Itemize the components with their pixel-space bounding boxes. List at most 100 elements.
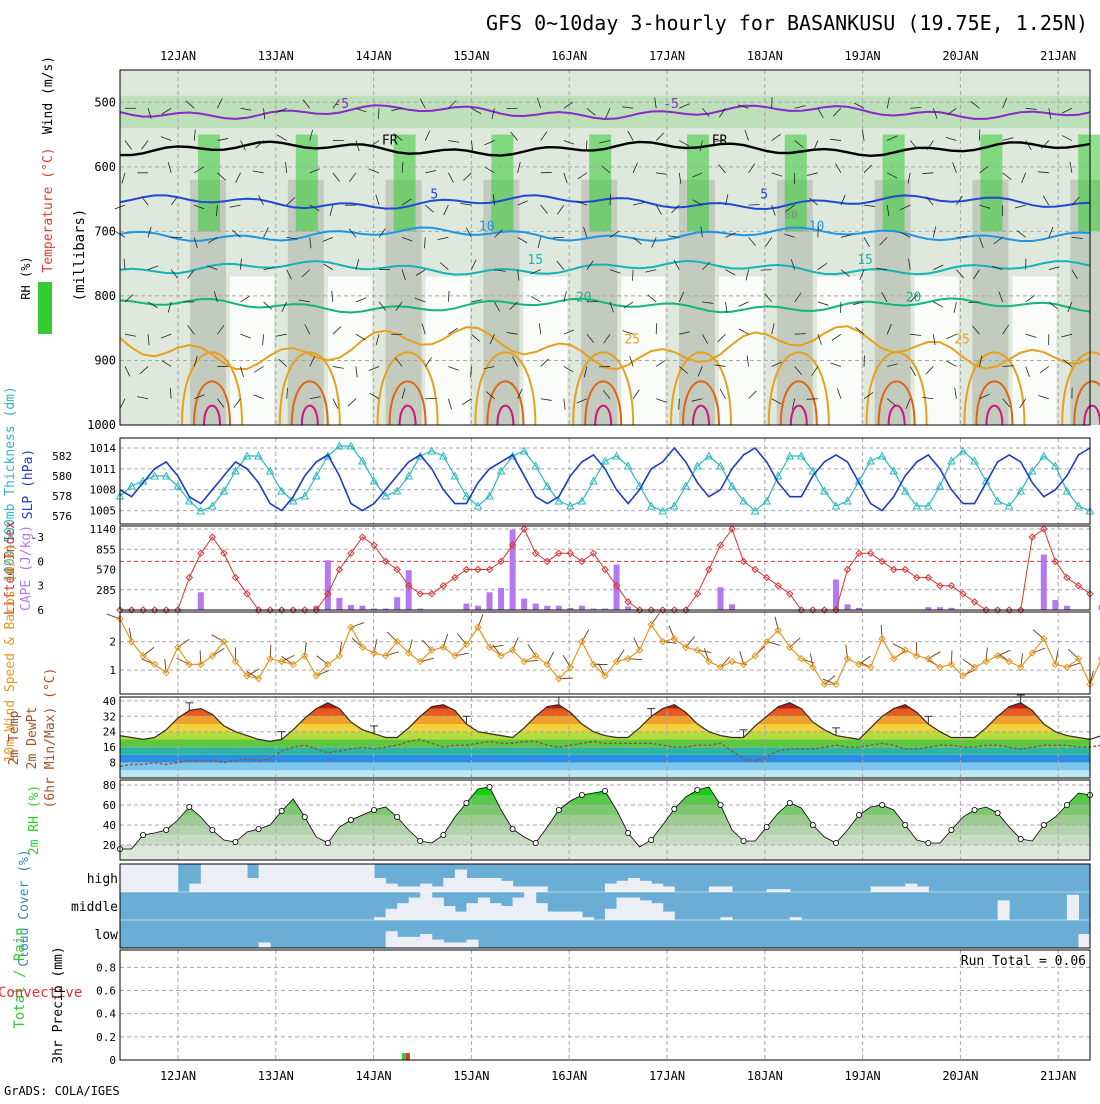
chart-title: GFS 0~10day 3-hourly for BASANKUSU (19.7… <box>486 11 1088 35</box>
thickness-tick: 582 <box>52 450 72 463</box>
low-cloud-block <box>259 942 271 948</box>
panel-frame <box>120 438 1090 524</box>
rh-marker <box>164 827 169 832</box>
rh-marker <box>602 788 607 793</box>
high-cloud-block <box>640 881 652 892</box>
rh-marker <box>764 824 769 829</box>
temp-tick: 40 <box>103 695 116 708</box>
low-cloud-block <box>397 937 409 948</box>
high-cloud-block <box>709 886 721 892</box>
cape-bar <box>498 588 504 610</box>
rh-marker <box>880 802 885 807</box>
high-cloud-block <box>420 884 432 892</box>
high-cloud-block <box>201 864 213 892</box>
low-cloud-block <box>466 940 478 948</box>
precip-total-bar <box>402 1053 406 1060</box>
rh-marker <box>487 784 492 789</box>
high-cloud-block <box>651 884 663 892</box>
high-cloud-block <box>432 886 444 892</box>
high-cloud-block <box>328 864 340 892</box>
pressure-tick: 500 <box>94 95 116 109</box>
middle-cloud-block <box>524 892 536 920</box>
precip-axis-label: 3hr Precip (mm) <box>51 946 66 1063</box>
cape-bar <box>521 599 527 610</box>
precip-tick: 0.2 <box>96 1031 116 1044</box>
middle-cloud-block <box>790 917 802 920</box>
middle-cloud-block <box>617 898 629 920</box>
rh-dry-region <box>230 277 274 425</box>
rh-marker <box>418 838 423 843</box>
rh-tick: 80 <box>103 779 116 792</box>
temperature-contour-label: 25 <box>954 333 970 348</box>
pressure-tick: 1000 <box>87 418 116 432</box>
middle-cloud-block <box>547 912 559 920</box>
middle-cloud-block <box>570 912 582 920</box>
cape-bar <box>579 606 585 610</box>
panel-frame <box>120 526 1090 610</box>
rh-marker <box>625 830 630 835</box>
middle-cloud-block <box>374 917 386 920</box>
wind-tick: 2 <box>109 636 116 649</box>
slp-tick: 1014 <box>90 442 117 455</box>
wind-axis-label: Wind (m/s) <box>41 56 56 134</box>
middle-cloud-block <box>582 917 594 920</box>
rh-band <box>120 805 1090 815</box>
rh2m-axis-label: 2m RH (%) <box>27 785 42 855</box>
rh-marker <box>1064 802 1069 807</box>
rh-tick: 60 <box>103 799 116 812</box>
temp-tick: 24 <box>103 726 117 739</box>
top-date-label: 12JAN <box>160 49 196 63</box>
high-cloud-block <box>235 864 247 892</box>
high-cloud-block <box>720 886 732 892</box>
rh-marker <box>787 800 792 805</box>
high-cloud-block <box>259 864 271 892</box>
temp-band <box>120 763 1090 771</box>
bottom-date-label: 12JAN <box>160 1069 196 1083</box>
high-cloud-block <box>778 889 790 892</box>
top-date-label: 13JAN <box>258 49 294 63</box>
panel-frame <box>120 950 1090 1060</box>
slp-tick: 1008 <box>90 484 117 497</box>
precip-convective-label: Convective <box>0 985 82 1001</box>
cape-bar <box>833 579 839 610</box>
high-cloud-block <box>363 864 375 892</box>
temperature-contour-label: 20 <box>576 291 592 306</box>
high-cloud-block <box>386 884 398 892</box>
cape-tick: 855 <box>96 543 116 556</box>
wind-tick: 1 <box>109 664 116 677</box>
rh-marker <box>995 810 1000 815</box>
rh-moist-region <box>394 135 416 232</box>
temp-line <box>120 703 1100 742</box>
temperature-axis-label: Temperature (°C) <box>41 147 56 272</box>
temperature-contour-label: 10 <box>809 220 825 235</box>
low-cloud-block <box>443 942 455 948</box>
low-cloud-block <box>386 931 398 948</box>
rh-dry-region <box>426 277 470 425</box>
rh-marker <box>395 814 400 819</box>
temp-tick: 16 <box>103 741 116 754</box>
rh-base-band <box>120 845 1090 860</box>
high-cloud-block <box>374 878 386 892</box>
precip-tick: 0 <box>109 1054 116 1067</box>
high-cloud-block <box>212 864 224 892</box>
rh-marker <box>464 800 469 805</box>
middle-cloud-block <box>536 903 548 920</box>
rh-marker <box>718 802 723 807</box>
cape-axis-label: CAPE (J/kg) <box>19 525 34 611</box>
top-date-label: 20JAN <box>942 49 978 63</box>
run-total-label: Run Total = 0.06 <box>961 954 1086 969</box>
rh-marker <box>1041 822 1046 827</box>
rh-marker <box>371 807 376 812</box>
rh-moist-layer <box>120 96 1090 128</box>
temp-band <box>120 709 1090 717</box>
temperature-contour-label: 25 <box>624 333 640 348</box>
rh-marker <box>441 832 446 837</box>
low-cloud-block <box>409 937 421 948</box>
rh-marker <box>187 804 192 809</box>
low-cloud-block <box>1078 934 1090 948</box>
rh-tick: 40 <box>103 819 116 832</box>
bottom-date-label: 14JAN <box>356 1069 392 1083</box>
rh-marker <box>856 812 861 817</box>
